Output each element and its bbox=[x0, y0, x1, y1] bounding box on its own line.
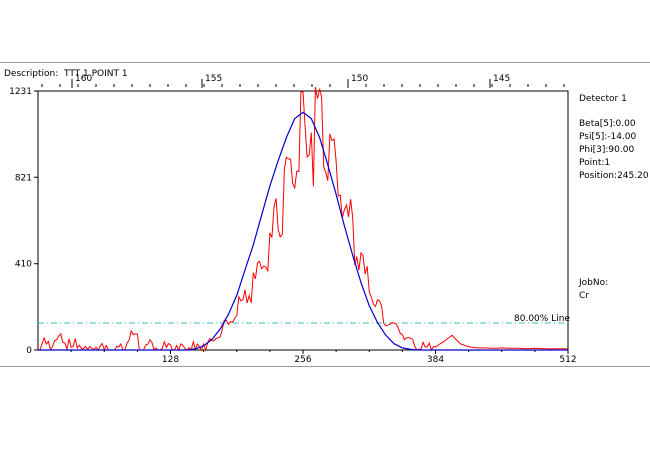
jobno-value: Cr bbox=[579, 291, 589, 301]
beta-value: Beta[5]:0.00 bbox=[579, 119, 636, 129]
detector-label: Detector 1 bbox=[579, 94, 627, 104]
spectrum-chart: Description: TTT 1 POINT 1 160 155 150 145 … bbox=[4, 69, 577, 365]
fit-curve-line bbox=[38, 111, 568, 351]
position-value: Position:245.20 bbox=[579, 171, 649, 181]
jobno-label: JobNo: bbox=[579, 278, 609, 288]
top-tick-label: 155 bbox=[205, 74, 222, 84]
y-axis-ticks: 0 410 821 1231 bbox=[9, 87, 38, 356]
raw-intensity-line bbox=[37, 87, 568, 352]
x-tick-label: 256 bbox=[294, 355, 311, 365]
y-tick-label: 410 bbox=[15, 260, 32, 270]
plot-frame bbox=[37, 90, 569, 351]
psi-value: Psi[5]:-14.00 bbox=[579, 132, 637, 142]
top-axis-ticks: 160 155 150 145 bbox=[41, 74, 565, 88]
x-tick-label: 384 bbox=[427, 355, 444, 365]
y-tick-label: 0 bbox=[26, 346, 32, 356]
x-axis-ticks: 128 256 384 512 bbox=[70, 350, 577, 365]
point-value: Point:1 bbox=[579, 158, 611, 168]
top-tick-label: 145 bbox=[493, 74, 510, 84]
chart-panel: Description: TTT 1 POINT 1 160 155 150 145 … bbox=[0, 62, 650, 367]
series-group bbox=[37, 87, 568, 352]
y-tick-label: 821 bbox=[15, 173, 32, 183]
y-tick-label: 1231 bbox=[9, 87, 32, 97]
threshold-label: 80.00% Line bbox=[514, 314, 570, 324]
description-value: TTT 1 POINT 1 bbox=[63, 69, 128, 79]
description-label: Description: bbox=[4, 69, 58, 79]
x-tick-label: 128 bbox=[162, 355, 179, 365]
top-tick-label: 150 bbox=[351, 74, 368, 84]
phi-value: Phi[3]:90.00 bbox=[579, 145, 635, 155]
top-tick-label: 160 bbox=[75, 74, 92, 84]
x-tick-label: 512 bbox=[559, 355, 576, 365]
